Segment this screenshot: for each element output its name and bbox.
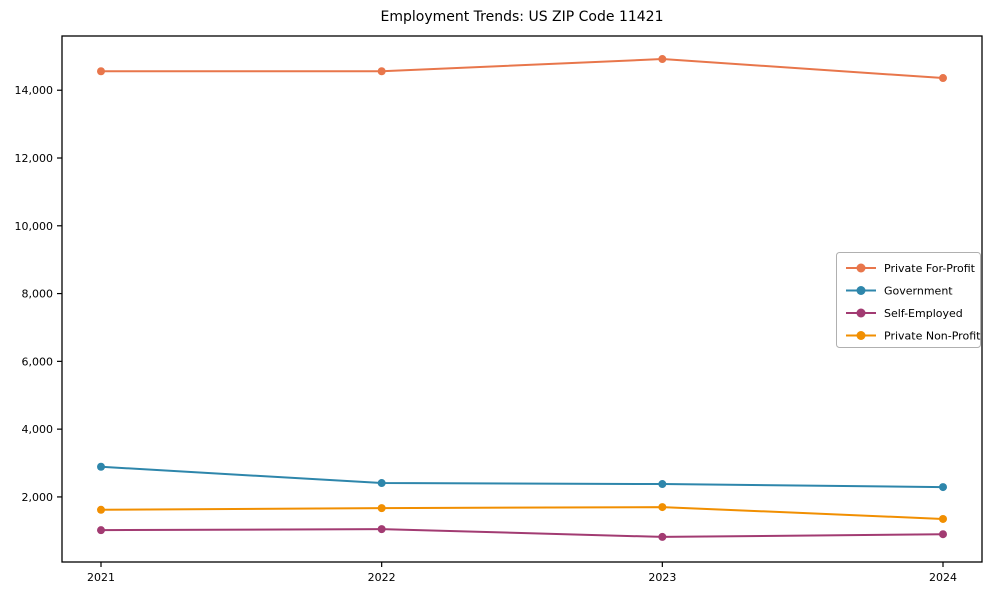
data-point-self-employed-2023 [658,532,667,541]
y-tick-label: 12,000 [15,152,54,165]
data-point-private-for-profit-2023 [658,55,667,64]
data-point-private-non-profit-2021 [97,505,105,514]
legend-label: Private Non-Profit [884,330,981,343]
y-tick-label: 4,000 [22,423,54,436]
data-point-self-employed-2022 [377,525,386,534]
series-line-private-for-profit [101,58,944,80]
legend-label: Private For-Profit [884,262,976,275]
legend-label: Government [884,285,953,298]
data-point-self-employed-2024 [939,530,947,539]
x-tick-label: 2024 [929,571,957,584]
x-tick-label: 2021 [87,571,115,584]
data-point-private-for-profit-2022 [377,67,386,76]
y-tick-label: 6,000 [22,355,54,368]
legend-marker-icon [856,331,866,340]
data-point-government-2024 [939,483,947,492]
data-point-government-2022 [377,479,386,488]
y-tick-label: 10,000 [15,220,54,233]
legend-marker-icon [856,308,866,318]
legend-box [836,252,981,348]
legend-item-private-for-profit: Private For-Profit [846,262,976,275]
legend-item-private-non-profit: Private Non-Profit [846,330,981,343]
x-tick-label: 2023 [648,571,676,584]
legend-item-self-employed: Self-Employed [846,307,963,320]
data-point-private-non-profit-2024 [939,514,947,523]
data-point-private-for-profit-2024 [939,74,947,83]
series-line-government [100,465,944,489]
y-tick-label: 2,000 [22,491,54,504]
legend-label: Self-Employed [884,307,963,320]
data-point-government-2023 [658,480,667,489]
legend-item-government: Government [846,285,953,298]
legend-marker-icon [856,286,866,295]
y-tick-label: 14,000 [15,84,54,97]
series-line-private-non-profit [100,506,944,520]
legend: Private For-Profit Government Self-Employe… [836,252,981,348]
legend-marker-icon [856,263,866,273]
y-tick-label: 8,000 [22,288,54,301]
data-point-private-for-profit-2021 [97,67,105,76]
data-point-self-employed-2021 [97,526,105,535]
data-point-government-2021 [97,462,105,471]
series-line-self-employed [100,528,944,538]
axes-frame [61,35,983,563]
x-tick-label: 2022 [368,571,396,584]
chart-title: Employment Trends: US ZIP Code 11421 [380,9,664,25]
data-point-private-non-profit-2022 [377,504,386,513]
data-point-private-non-profit-2023 [658,503,667,512]
